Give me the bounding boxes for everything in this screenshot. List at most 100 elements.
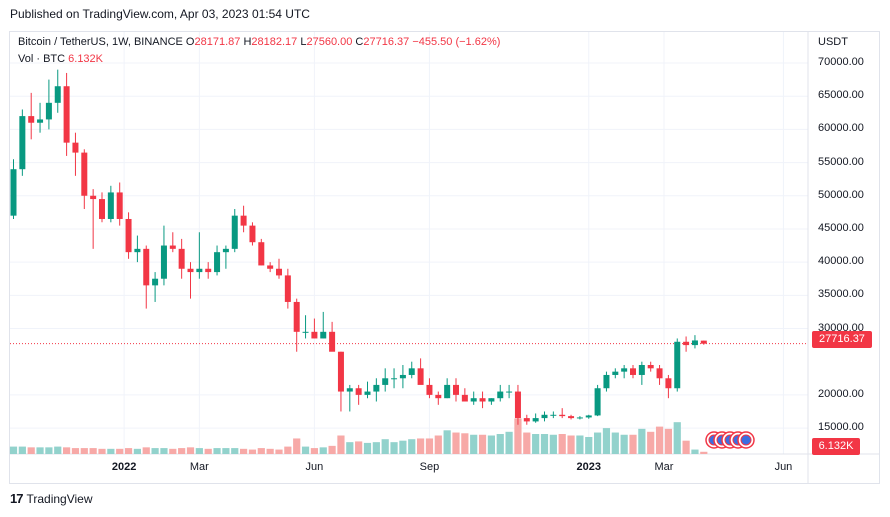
time-tick-label: 2023 <box>576 461 601 473</box>
candle-body[interactable] <box>488 398 495 402</box>
candle-body[interactable] <box>54 86 61 103</box>
candle-body[interactable] <box>346 388 353 392</box>
candle-body[interactable] <box>594 388 601 416</box>
candle-body[interactable] <box>107 192 114 219</box>
candle-body[interactable] <box>461 394 468 402</box>
candle-body[interactable] <box>585 415 592 418</box>
candle-body[interactable] <box>497 391 504 399</box>
candle-body[interactable] <box>125 218 132 253</box>
candle-body[interactable] <box>196 268 203 273</box>
candle-body[interactable] <box>399 374 406 379</box>
candle-body[interactable] <box>506 391 513 393</box>
candle-body[interactable] <box>444 384 451 399</box>
volume-bar <box>178 448 186 454</box>
candle-body[interactable] <box>532 418 539 422</box>
volume-bar <box>691 449 699 454</box>
candle-body[interactable] <box>329 331 336 352</box>
candle-body[interactable] <box>320 331 327 339</box>
candle-body[interactable] <box>311 331 318 339</box>
candle-body[interactable] <box>382 378 389 385</box>
price-tick-label: 20000.00 <box>818 387 864 400</box>
volume-bar <box>54 446 62 454</box>
candle-body[interactable] <box>302 331 309 333</box>
candle-body[interactable] <box>205 268 212 273</box>
volume-bar <box>611 432 619 454</box>
candle-body[interactable] <box>267 265 274 269</box>
candle-body[interactable] <box>134 248 141 253</box>
candle-body[interactable] <box>453 384 459 395</box>
candle-body[interactable] <box>284 275 291 302</box>
candle-body[interactable] <box>187 268 194 273</box>
candle-body[interactable] <box>470 398 477 402</box>
candle-body[interactable] <box>10 169 17 216</box>
candle-body[interactable] <box>355 388 362 395</box>
volume-bar <box>328 445 336 454</box>
candle-body[interactable] <box>541 414 548 419</box>
candle-body[interactable] <box>19 116 26 170</box>
candle-body[interactable] <box>178 248 185 269</box>
time-tick-label: Mar <box>189 461 209 473</box>
symbol-title[interactable]: Bitcoin / TetherUS, 1W, BINANCE <box>18 36 183 48</box>
candle-body[interactable] <box>222 248 229 253</box>
candle-body[interactable] <box>373 384 380 392</box>
low-label: L <box>300 36 307 48</box>
candle-body[interactable] <box>691 340 698 346</box>
candle-body[interactable] <box>638 365 645 375</box>
time-tick-label: Sep <box>419 461 440 473</box>
candle-body[interactable] <box>99 199 105 219</box>
candle-body[interactable] <box>559 414 566 417</box>
candle-body[interactable] <box>576 417 583 419</box>
candle-body[interactable] <box>568 416 575 419</box>
candle-body[interactable] <box>603 374 610 389</box>
candle-body[interactable] <box>143 248 150 286</box>
candle-body[interactable] <box>72 142 79 153</box>
candle-body[interactable] <box>523 418 530 422</box>
candle-body[interactable] <box>249 225 256 243</box>
candle-body[interactable] <box>665 378 672 389</box>
volume-bar <box>558 434 566 454</box>
candle-body[interactable] <box>391 378 398 380</box>
volume-bar <box>293 438 301 454</box>
candle-body[interactable] <box>364 391 371 395</box>
candle-body[interactable] <box>169 245 176 249</box>
candle-body[interactable] <box>116 192 123 219</box>
candle-body[interactable] <box>214 252 221 273</box>
candle-body[interactable] <box>550 414 557 416</box>
candle-body[interactable] <box>621 368 628 372</box>
candle-body[interactable] <box>700 340 707 344</box>
candle-body[interactable] <box>63 86 70 143</box>
candle-body[interactable] <box>630 368 636 375</box>
candle-body[interactable] <box>674 341 681 389</box>
candle-body[interactable] <box>337 351 344 392</box>
high-value: 28182.17 <box>251 36 298 48</box>
candle-body[interactable] <box>81 152 88 196</box>
candle-body[interactable] <box>293 301 300 332</box>
volume-label[interactable]: Vol · BTC <box>18 53 66 65</box>
candle-body[interactable] <box>28 116 35 123</box>
candle-body[interactable] <box>90 195 97 200</box>
candle-body[interactable] <box>417 368 424 385</box>
volume-bar <box>363 442 372 454</box>
candle-body[interactable] <box>514 391 521 419</box>
volume-bar <box>452 432 460 454</box>
candle-body[interactable] <box>479 398 486 402</box>
tradingview-brand[interactable]: 17 TradingView <box>10 491 93 506</box>
candle-body[interactable] <box>408 368 415 375</box>
candle-body[interactable] <box>258 242 265 266</box>
candle-body[interactable] <box>160 245 167 279</box>
candle-body[interactable] <box>435 394 442 399</box>
price-axis-unit[interactable]: USDT <box>818 36 848 48</box>
candle-body[interactable] <box>45 102 52 120</box>
candle-body[interactable] <box>656 368 663 379</box>
candle-body[interactable] <box>152 278 159 286</box>
candle-body[interactable] <box>647 365 654 369</box>
candle-body[interactable] <box>612 371 619 375</box>
volume-bar <box>89 448 97 454</box>
candle-body[interactable] <box>426 384 433 395</box>
candle-body[interactable] <box>276 268 282 276</box>
candle-body[interactable] <box>683 341 690 346</box>
candle-body[interactable] <box>37 119 44 123</box>
candle-body[interactable] <box>240 215 247 226</box>
candle-body[interactable] <box>231 215 238 249</box>
